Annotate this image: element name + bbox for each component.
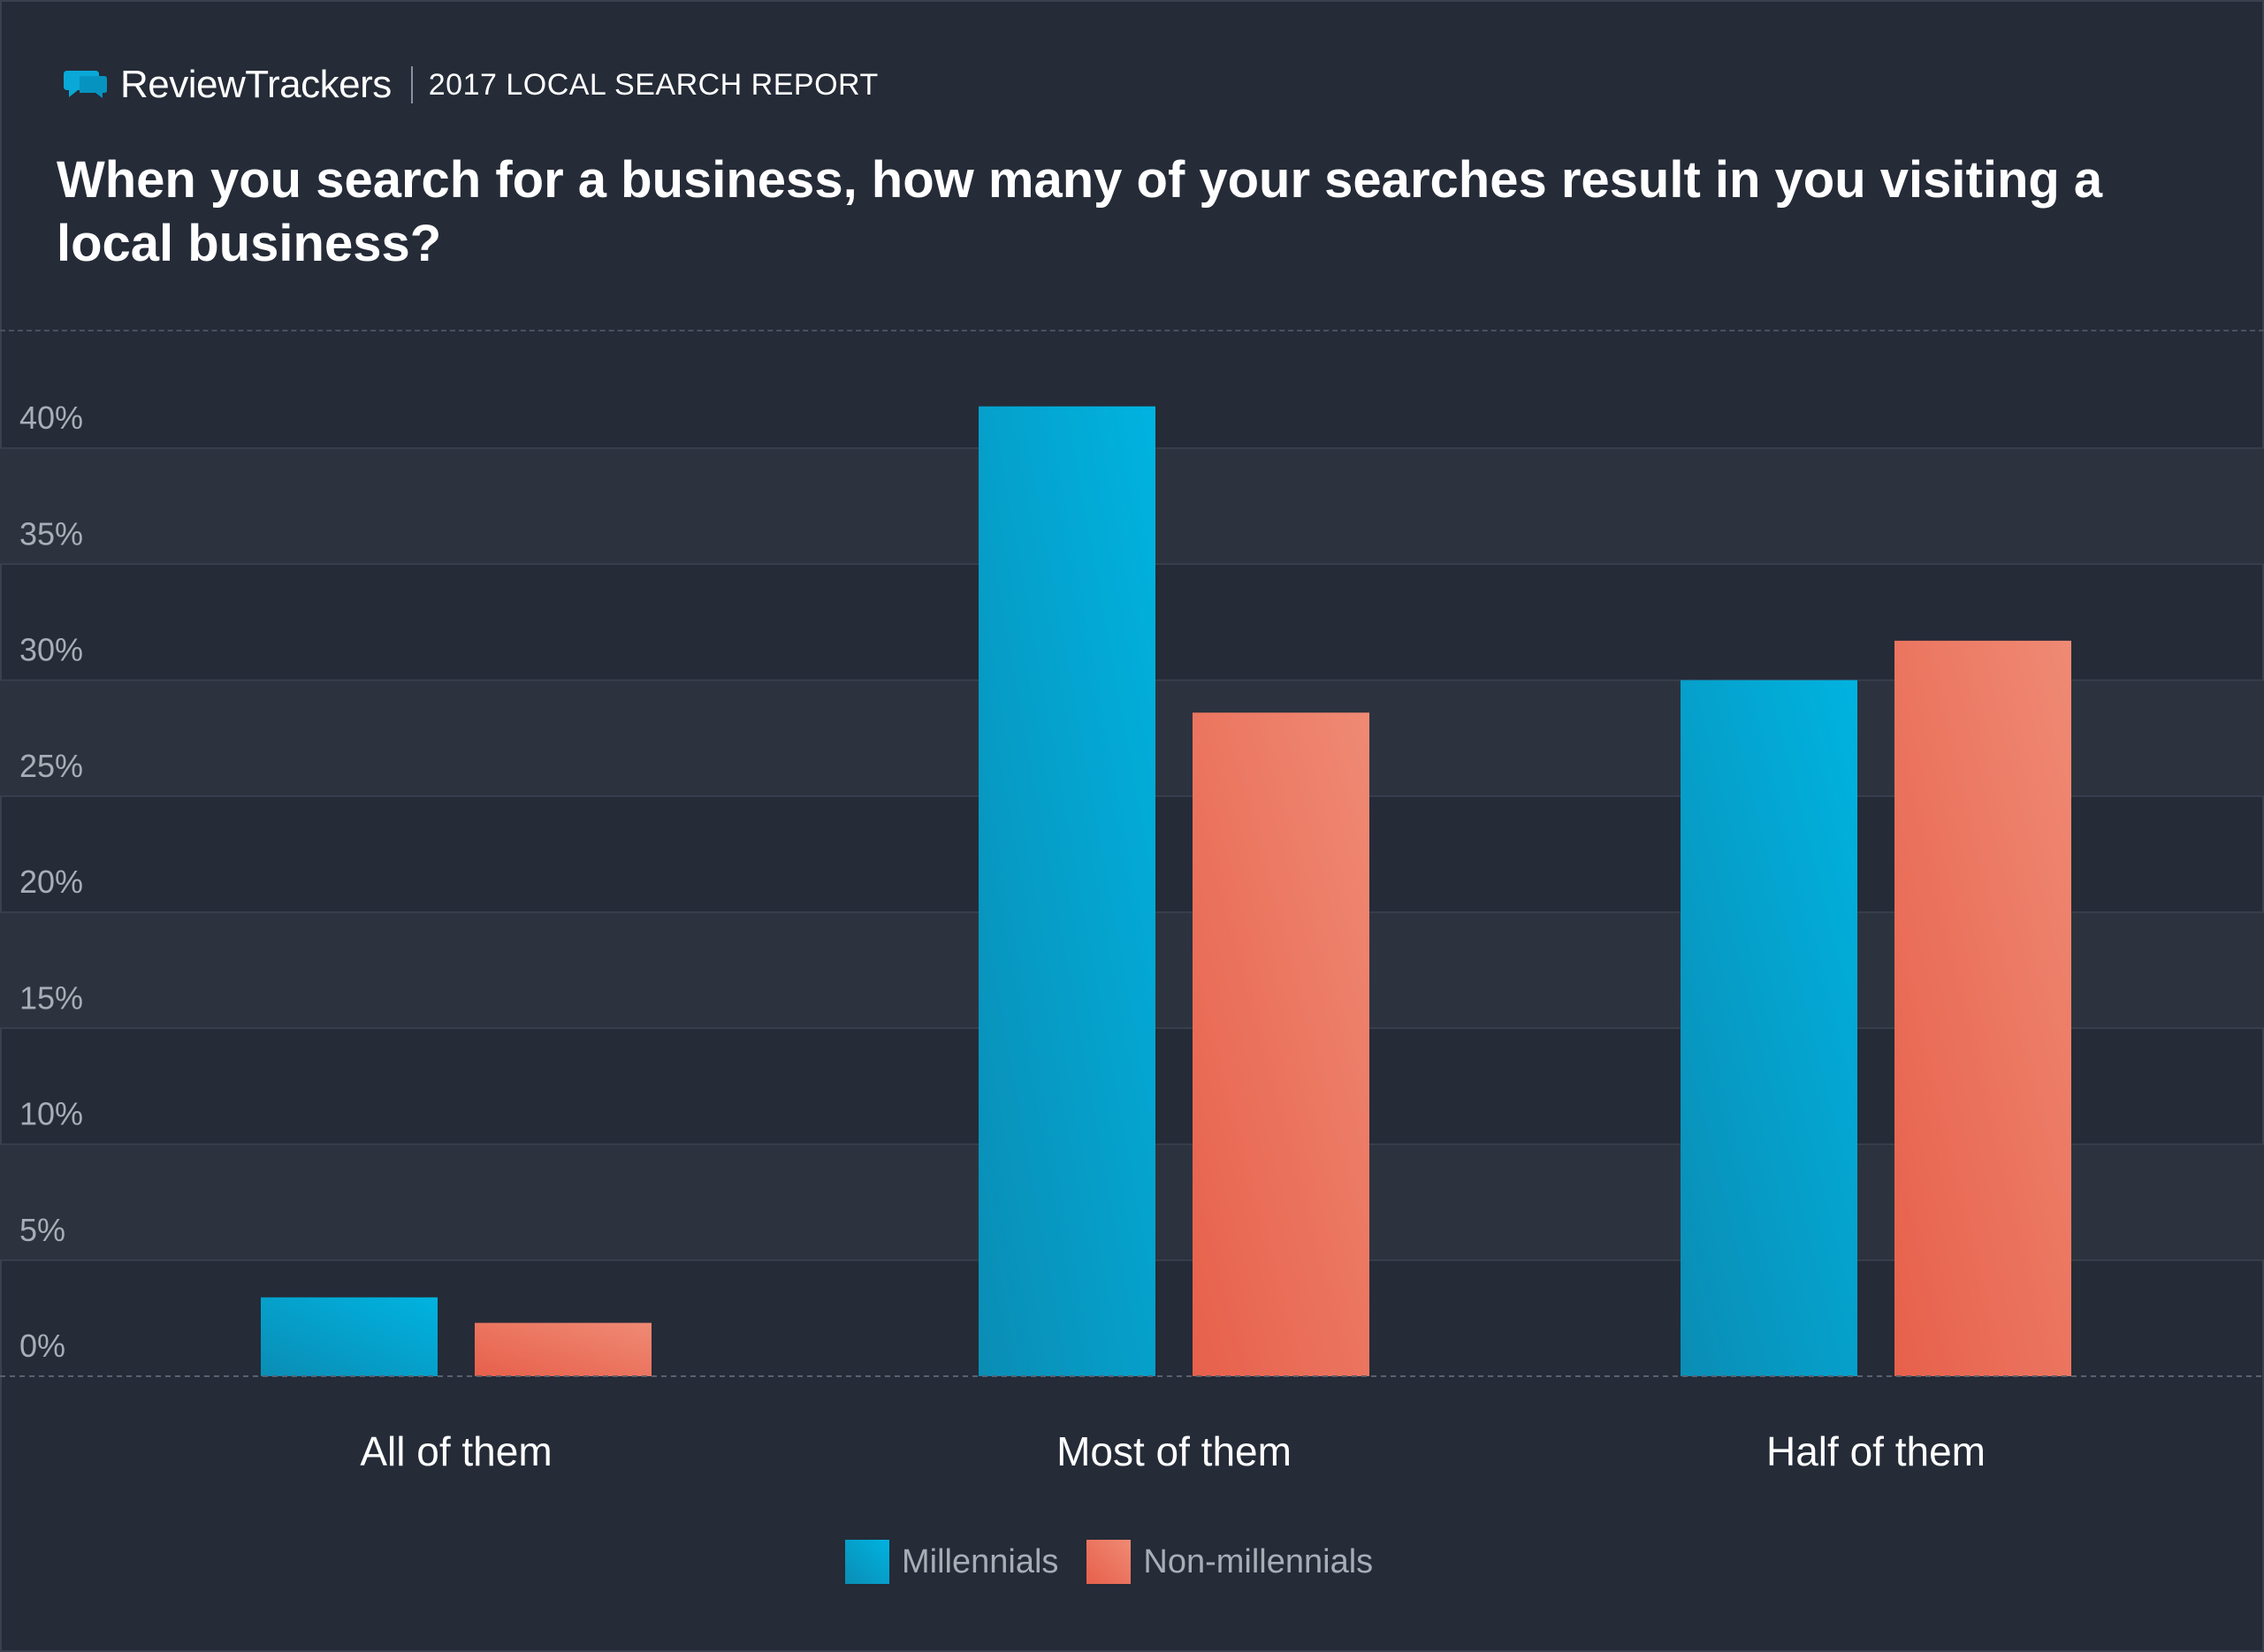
legend-label-millennials: Millennials <box>902 1542 1059 1580</box>
report-label: 2017 LOCAL SEARCH REPORT <box>428 67 879 102</box>
bar-non-millennials <box>1193 712 1369 1376</box>
bar-millennials <box>979 406 1155 1376</box>
legend-item-non-millennials: Non-millennials <box>1086 1540 1373 1584</box>
legend-swatch-millennials <box>845 1540 889 1584</box>
bar-millennials <box>1681 680 1857 1376</box>
bar-millennials <box>261 1297 438 1376</box>
x-category-label: All of them <box>360 1428 552 1474</box>
bar-non-millennials <box>475 1322 652 1376</box>
y-tick-label: 35% <box>19 515 83 552</box>
y-tick-label: 10% <box>19 1096 83 1132</box>
legend-swatch-non-millennials <box>1086 1540 1132 1584</box>
chart-title: When you search for a business, how many… <box>57 151 2103 272</box>
header-divider <box>0 330 2264 331</box>
speech-bubble-logo-icon <box>64 71 107 98</box>
brand-header: ReviewTrackers 2017 LOCAL SEARCH REPORT <box>60 58 879 111</box>
y-tick-label: 5% <box>19 1212 65 1248</box>
y-tick-label: 40% <box>19 400 83 436</box>
x-category-label: Most of them <box>1056 1428 1292 1474</box>
brand-divider <box>410 66 413 103</box>
y-tick-label: 0% <box>19 1328 65 1364</box>
legend-item-millennials: Millennials <box>845 1540 1058 1584</box>
legend-label-non-millennials: Non-millennials <box>1143 1542 1374 1580</box>
y-tick-label: 25% <box>19 748 83 784</box>
y-tick-label: 15% <box>19 979 83 1016</box>
legend: Millennials Non-millennials <box>845 1540 1401 1584</box>
y-tick-label: 30% <box>19 632 83 668</box>
x-category-label: Half of them <box>1766 1428 1986 1474</box>
y-tick-label: 20% <box>19 864 83 900</box>
brand-name: ReviewTrackers <box>120 63 392 106</box>
bar-non-millennials <box>1894 640 2071 1376</box>
